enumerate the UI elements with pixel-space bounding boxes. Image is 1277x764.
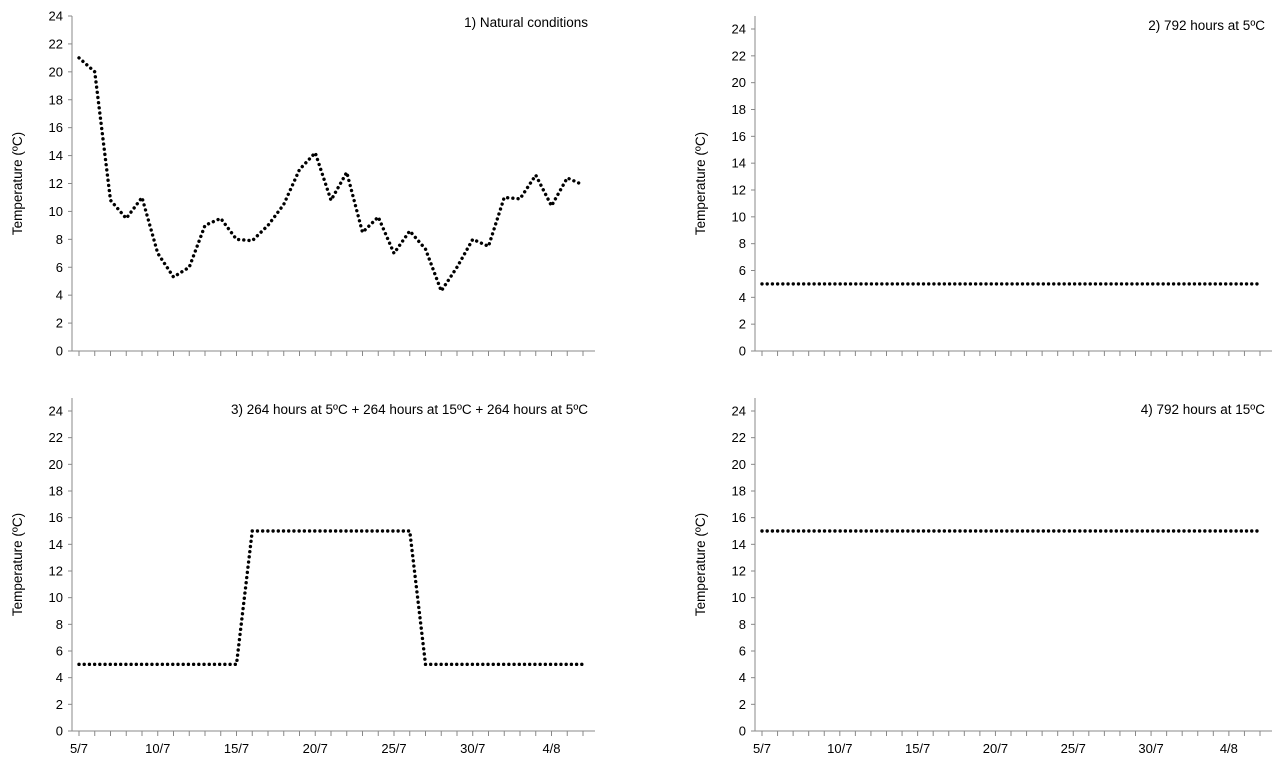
y-tick-label: 22	[49, 430, 63, 445]
x-tick-label: 30/7	[460, 741, 485, 756]
panel-title: 1) Natural conditions	[464, 15, 588, 30]
y-tick-label: 2	[56, 316, 63, 331]
y-tick-label: 16	[49, 120, 63, 135]
y-tick-label: 2	[739, 317, 746, 332]
y-axis-title: Temperature (ºC)	[693, 132, 708, 235]
y-tick-label: 22	[732, 430, 746, 445]
y-tick-label: 16	[732, 129, 746, 144]
x-tick-label: 20/7	[303, 741, 328, 756]
y-tick-label: 18	[49, 92, 63, 107]
y-tick-label: 8	[739, 236, 746, 251]
y-tick-label: 0	[739, 344, 746, 359]
y-tick-label: 12	[732, 564, 746, 579]
y-axis-title: Temperature (ºC)	[10, 132, 25, 235]
x-tick-label: 15/7	[905, 741, 930, 756]
y-tick-label: 8	[739, 617, 746, 632]
x-tick-label: 10/7	[145, 741, 170, 756]
y-tick-label: 20	[49, 64, 63, 79]
y-tick-label: 4	[56, 670, 63, 685]
y-tick-label: 20	[49, 457, 63, 472]
y-tick-label: 14	[732, 156, 746, 171]
y-tick-label: 6	[56, 260, 63, 275]
panel-title: 2) 792 hours at 5ºC	[1148, 18, 1265, 33]
y-tick-label: 6	[739, 644, 746, 659]
x-tick-label: 10/7	[827, 741, 852, 756]
y-tick-label: 0	[56, 724, 63, 739]
y-tick-label: 4	[739, 290, 746, 305]
y-tick-label: 2	[56, 697, 63, 712]
panel-title: 3) 264 hours at 5ºC + 264 hours at 15ºC …	[231, 402, 588, 417]
x-tick-label: 20/7	[983, 741, 1008, 756]
y-tick-label: 24	[49, 9, 63, 24]
x-tick-label: 4/8	[1220, 741, 1238, 756]
y-tick-label: 24	[732, 22, 746, 37]
y-tick-label: 24	[49, 404, 63, 419]
y-tick-label: 12	[732, 183, 746, 198]
y-tick-label: 12	[49, 176, 63, 191]
y-tick-label: 4	[739, 670, 746, 685]
x-tick-label: 30/7	[1138, 741, 1163, 756]
panel-title: 4) 792 hours at 15ºC	[1141, 402, 1266, 417]
x-tick-label: 5/7	[753, 741, 771, 756]
y-tick-label: 2	[739, 697, 746, 712]
y-tick-label: 4	[56, 288, 63, 303]
y-tick-label: 20	[732, 457, 746, 472]
y-tick-label: 10	[732, 590, 746, 605]
y-tick-label: 20	[732, 75, 746, 90]
y-tick-label: 18	[732, 102, 746, 117]
y-tick-label: 6	[739, 263, 746, 278]
y-tick-label: 10	[49, 590, 63, 605]
y-tick-label: 8	[56, 232, 63, 247]
y-tick-label: 16	[49, 510, 63, 525]
y-tick-label: 6	[56, 644, 63, 659]
x-tick-label: 15/7	[224, 741, 249, 756]
series-line	[77, 56, 585, 293]
y-tick-label: 10	[732, 209, 746, 224]
x-tick-label: 4/8	[542, 741, 560, 756]
series-line	[77, 529, 585, 667]
y-tick-label: 18	[732, 484, 746, 499]
y-tick-label: 18	[49, 484, 63, 499]
y-tick-label: 14	[49, 537, 63, 552]
y-tick-label: 22	[732, 48, 746, 63]
x-tick-label: 25/7	[381, 741, 406, 756]
y-tick-label: 14	[49, 148, 63, 163]
y-tick-label: 14	[732, 537, 746, 552]
y-tick-label: 8	[56, 617, 63, 632]
y-tick-label: 24	[732, 404, 746, 419]
y-tick-label: 22	[49, 36, 63, 51]
y-tick-label: 0	[739, 724, 746, 739]
y-tick-label: 12	[49, 564, 63, 579]
x-tick-label: 5/7	[70, 741, 88, 756]
y-axis-title: Temperature (ºC)	[10, 513, 25, 616]
y-axis-title: Temperature (ºC)	[693, 513, 708, 616]
y-tick-label: 16	[732, 510, 746, 525]
x-tick-label: 25/7	[1061, 741, 1086, 756]
y-tick-label: 0	[56, 344, 63, 359]
y-tick-label: 10	[49, 204, 63, 219]
